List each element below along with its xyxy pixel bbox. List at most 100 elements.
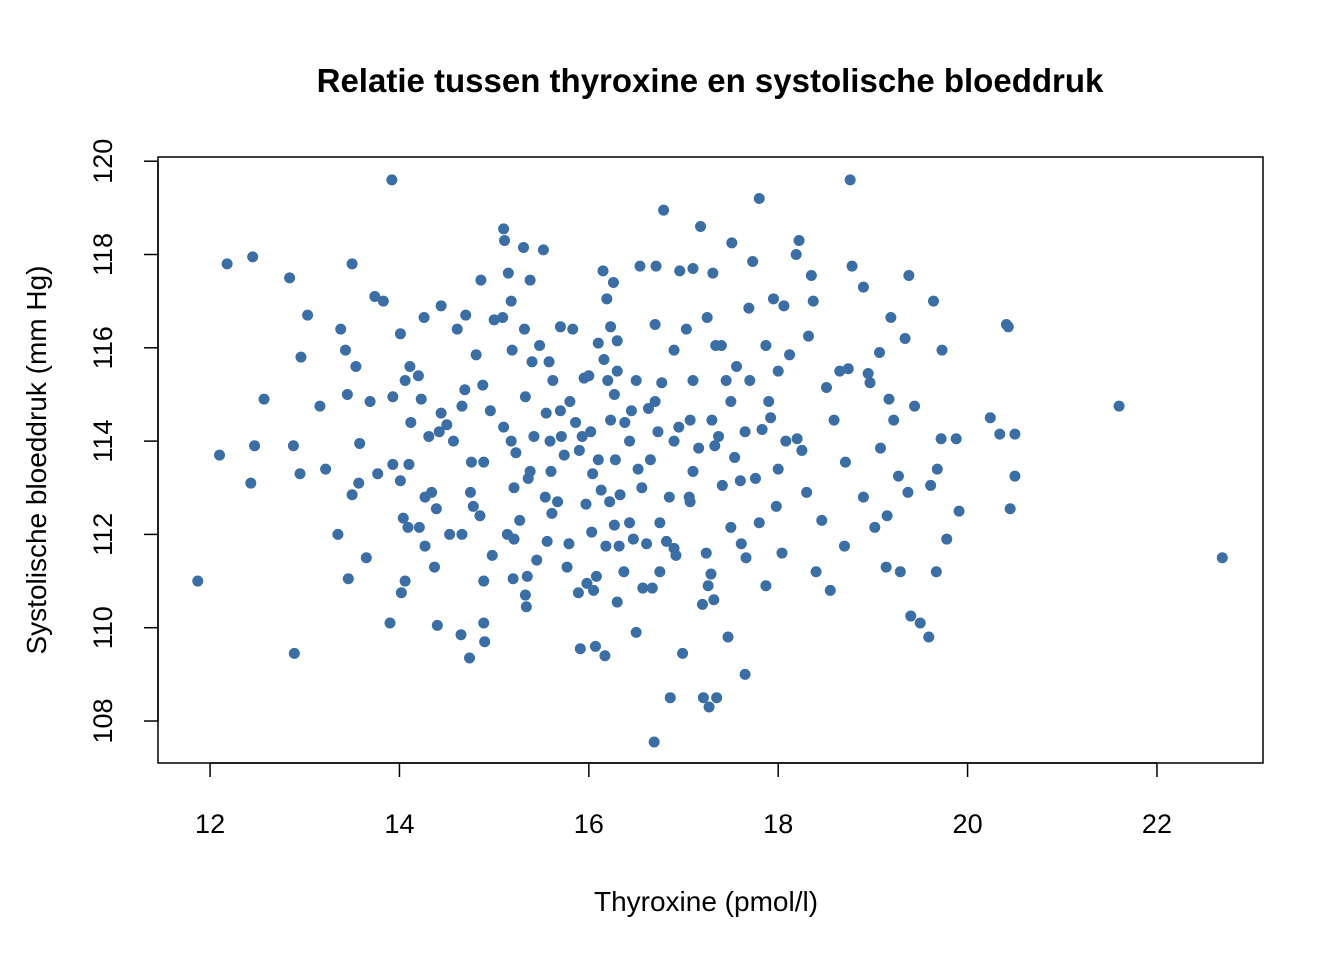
point [619, 416, 631, 428]
point [465, 456, 477, 468]
point [793, 235, 805, 247]
point [744, 374, 756, 386]
point [760, 580, 772, 592]
point [546, 507, 558, 519]
plot-box [157, 156, 1264, 764]
point [844, 174, 856, 186]
point [697, 692, 709, 704]
point [247, 251, 259, 263]
point [447, 435, 459, 447]
point [765, 412, 777, 424]
point [642, 402, 654, 414]
point [372, 468, 384, 480]
point [564, 395, 576, 407]
point [701, 311, 713, 323]
point [805, 269, 817, 281]
point [464, 652, 476, 664]
point [767, 293, 779, 305]
point [433, 426, 445, 438]
point [574, 643, 586, 655]
point [780, 435, 792, 447]
point [605, 321, 617, 333]
y-tick-label: 108 [88, 698, 118, 743]
point [905, 610, 917, 622]
point [486, 549, 498, 561]
point [654, 566, 666, 578]
point [927, 295, 939, 307]
point [725, 521, 737, 533]
point [455, 629, 467, 641]
point [874, 442, 886, 454]
point [346, 489, 358, 501]
point [636, 482, 648, 494]
point [499, 235, 511, 247]
point [451, 323, 463, 335]
point [753, 517, 765, 529]
point [581, 577, 593, 589]
point [520, 601, 532, 613]
point [654, 517, 666, 529]
point [595, 484, 607, 496]
point [541, 535, 553, 547]
point [720, 374, 732, 386]
point [403, 458, 415, 470]
point [464, 486, 476, 498]
point [796, 444, 808, 456]
point [953, 505, 965, 517]
point [696, 598, 708, 610]
point [760, 339, 772, 351]
point [869, 521, 881, 533]
point [364, 395, 376, 407]
point [397, 512, 409, 524]
point [478, 456, 490, 468]
point [214, 449, 226, 461]
point [648, 736, 660, 748]
point [479, 636, 491, 648]
point [543, 356, 555, 368]
point [894, 566, 906, 578]
x-tick-label: 16 [574, 809, 604, 839]
point [1004, 503, 1016, 515]
point [561, 561, 573, 573]
point [563, 538, 575, 550]
point [670, 549, 682, 561]
point [838, 540, 850, 552]
point [687, 262, 699, 274]
point [687, 374, 699, 386]
point [423, 430, 435, 442]
point [713, 430, 725, 442]
point [709, 440, 721, 452]
point [702, 580, 714, 592]
point [684, 496, 696, 508]
point [772, 365, 784, 377]
point [607, 276, 619, 288]
point [570, 416, 582, 428]
point [435, 407, 447, 419]
point [517, 242, 529, 254]
point [604, 496, 616, 508]
point [507, 573, 519, 585]
point [444, 528, 456, 540]
point [399, 575, 411, 587]
point [930, 566, 942, 578]
point [903, 269, 915, 281]
point [624, 435, 636, 447]
point [528, 430, 540, 442]
point [735, 538, 747, 550]
point [684, 414, 696, 426]
point [531, 554, 543, 566]
point [883, 393, 895, 405]
point [834, 365, 846, 377]
point [428, 561, 440, 573]
point [478, 617, 490, 629]
y-tick-label: 118 [88, 233, 118, 276]
point [693, 442, 705, 454]
point [941, 533, 953, 545]
point [747, 255, 759, 267]
point [295, 351, 307, 363]
point [545, 465, 557, 477]
point [498, 421, 510, 433]
point [627, 533, 639, 545]
point [478, 575, 490, 587]
point [632, 463, 644, 475]
